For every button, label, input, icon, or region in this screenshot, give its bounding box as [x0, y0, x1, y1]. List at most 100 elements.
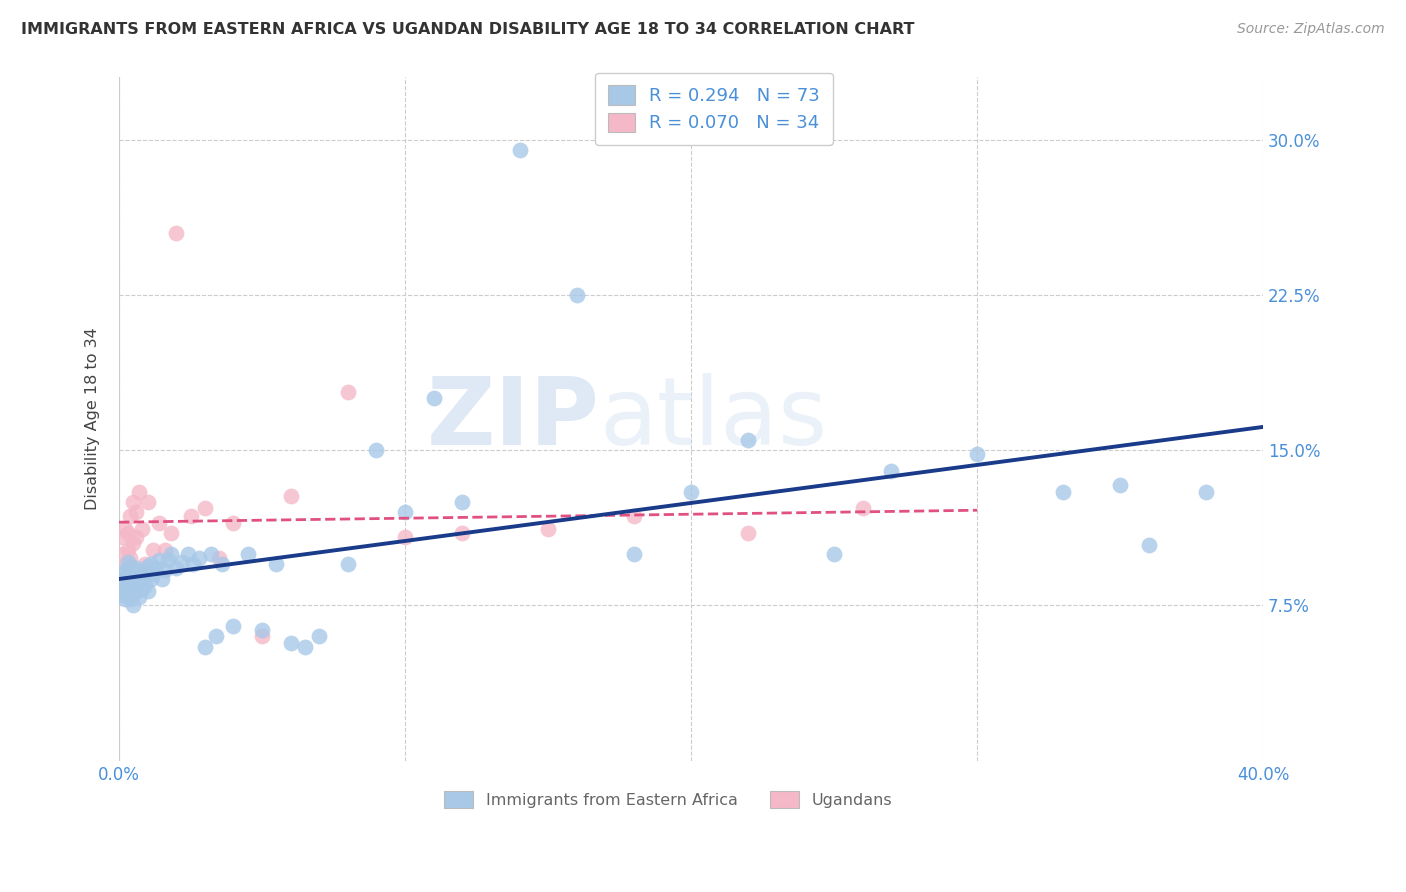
Point	[880, 464, 903, 478]
Point	[120, 550, 142, 565]
Point	[111, 530, 134, 544]
Point	[120, 572, 142, 586]
Point	[117, 588, 139, 602]
Text: Source: ZipAtlas.com: Source: ZipAtlas.com	[1237, 22, 1385, 37]
Point	[451, 495, 474, 509]
Point	[142, 567, 165, 582]
Point	[128, 590, 150, 604]
Point	[128, 484, 150, 499]
Point	[188, 550, 211, 565]
Point	[280, 489, 302, 503]
Point	[394, 530, 416, 544]
Point	[114, 522, 136, 536]
Point	[125, 561, 148, 575]
Point	[131, 522, 153, 536]
Point	[131, 582, 153, 596]
Point	[308, 630, 330, 644]
Point	[134, 566, 156, 580]
Point	[737, 525, 759, 540]
Point	[211, 557, 233, 571]
Point	[148, 516, 170, 530]
Point	[176, 547, 198, 561]
Point	[183, 557, 205, 571]
Point	[153, 563, 176, 577]
Point	[139, 557, 162, 571]
Point	[148, 553, 170, 567]
Point	[194, 640, 217, 654]
Point	[153, 542, 176, 557]
Point	[159, 525, 181, 540]
Point	[139, 572, 162, 586]
Point	[120, 582, 142, 596]
Point	[150, 572, 173, 586]
Text: atlas: atlas	[599, 373, 828, 465]
Point	[222, 619, 245, 633]
Point	[111, 547, 134, 561]
Point	[120, 559, 142, 574]
Point	[205, 630, 228, 644]
Point	[125, 505, 148, 519]
Point	[117, 542, 139, 557]
Text: ZIP: ZIP	[427, 373, 599, 465]
Point	[336, 385, 359, 400]
Point	[170, 555, 193, 569]
Point	[114, 572, 136, 586]
Point	[142, 542, 165, 557]
Point	[737, 433, 759, 447]
Point	[120, 509, 142, 524]
Point	[114, 557, 136, 571]
Point	[122, 588, 145, 602]
Point	[1195, 484, 1218, 499]
Point	[250, 624, 273, 638]
Point	[165, 226, 187, 240]
Point	[117, 525, 139, 540]
Point	[294, 640, 316, 654]
Point	[128, 575, 150, 590]
Point	[125, 583, 148, 598]
Point	[131, 569, 153, 583]
Point	[136, 559, 159, 574]
Point	[125, 574, 148, 588]
Point	[120, 592, 142, 607]
Point	[200, 547, 222, 561]
Point	[111, 567, 134, 582]
Point	[1052, 484, 1074, 499]
Point	[394, 505, 416, 519]
Point	[111, 588, 134, 602]
Point	[208, 550, 231, 565]
Point	[537, 522, 560, 536]
Point	[194, 501, 217, 516]
Legend: Immigrants from Eastern Africa, Ugandans: Immigrants from Eastern Africa, Ugandans	[439, 785, 898, 814]
Point	[250, 630, 273, 644]
Point	[1109, 478, 1132, 492]
Point	[111, 578, 134, 592]
Point	[122, 599, 145, 613]
Point	[565, 288, 588, 302]
Point	[966, 447, 988, 461]
Y-axis label: Disability Age 18 to 34: Disability Age 18 to 34	[86, 327, 100, 510]
Point	[165, 561, 187, 575]
Point	[1137, 538, 1160, 552]
Point	[114, 563, 136, 577]
Point	[623, 509, 645, 524]
Point	[623, 547, 645, 561]
Point	[122, 536, 145, 550]
Point	[508, 143, 530, 157]
Point	[136, 583, 159, 598]
Point	[451, 525, 474, 540]
Point	[336, 557, 359, 571]
Point	[114, 592, 136, 607]
Point	[280, 636, 302, 650]
Point	[122, 495, 145, 509]
Point	[159, 547, 181, 561]
Point	[117, 567, 139, 582]
Point	[122, 578, 145, 592]
Point	[266, 557, 288, 571]
Point	[422, 392, 444, 406]
Point	[156, 553, 179, 567]
Point	[852, 501, 875, 516]
Point	[128, 566, 150, 580]
Point	[366, 443, 388, 458]
Point	[134, 557, 156, 571]
Point	[122, 563, 145, 577]
